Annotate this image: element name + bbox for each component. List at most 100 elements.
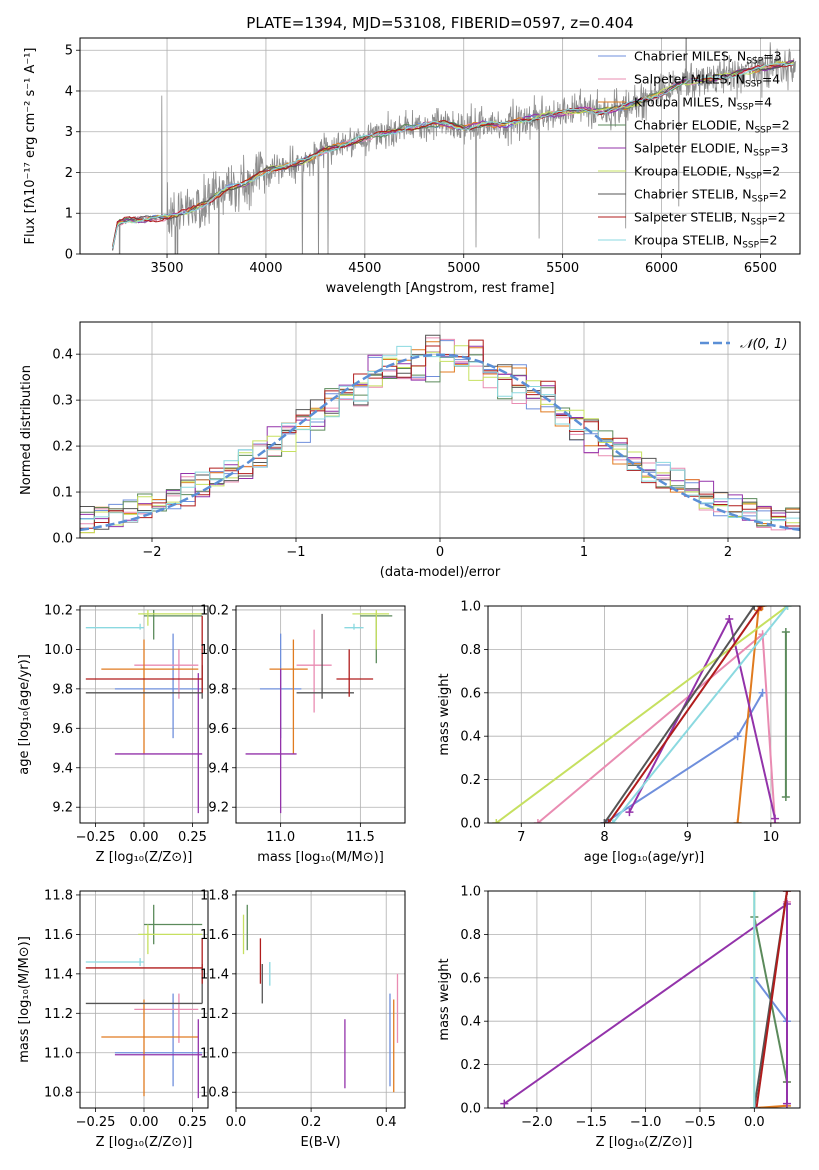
spectrum-xtick-label: 4500 [348,261,381,276]
age-vs-mass-ytick-label: 10.0 [200,643,229,658]
age-vs-mass-plot-area [245,609,393,814]
age-vs-mass-xtick-label: 11.5 [346,830,375,845]
weight-vs-age-series-line [603,606,756,823]
age-vs-mass-panel: 11.0 11.5 9.2 9.4 9.6 9.8 10.0 10.2 mass [log₁₀(… [200,603,406,865]
spectrum-xtick-label: 6000 [645,261,678,276]
weight-vs-age-xtick-label: 7 [517,830,525,845]
weight-vs-age-panel: 7 8 9 10 0.0 0.2 0.4 0.6 0.8 1.0 age [log₁₀(age/yr… [437,600,801,865]
weight-vs-z-xtick-label: −1.0 [630,1115,662,1130]
weight-vs-z-series-line [755,891,788,1108]
weight-vs-age-ytick-label: 1.0 [460,600,481,615]
mass-vs-z-ytick-label: 11.4 [44,967,73,982]
spectrum-xtick-label: 5000 [447,261,480,276]
spectrum-xtick-label: 5500 [546,261,579,276]
age-vs-z-panel: −0.25 0.00 0.25 9.2 9.4 9.6 9.8 10.0 10.2 Z [log₁… [17,603,209,865]
mass-vs-ebv-ytick-label: 11.4 [200,967,229,982]
weight-vs-age-plot-area [492,606,792,823]
mass-vs-z-xtick-label: 0.25 [178,1115,207,1130]
weight-vs-z-xtick-label: 0.0 [744,1115,765,1130]
weight-vs-age-ylabel: mass weight [437,673,452,755]
spectrum-legend-entry: Salpeter STELIB, NSSP=2 [634,210,786,228]
residuals-xtick-label: −1 [286,545,305,560]
mass-vs-ebv-ytick-label: 11.8 [200,888,229,903]
figure-title: PLATE=1394, MJD=53108, FIBERID=0597, z=0… [246,14,633,32]
residuals-ytick-label: 0.2 [52,440,73,455]
weight-vs-z-ytick-label: 0.0 [460,1102,481,1117]
mass-vs-z-xlabel: Z [log₁₀(Z/Z⊙)] [96,1135,193,1150]
weight-vs-age-point-marker [725,615,734,624]
age-vs-z-plot-area [85,609,203,814]
weight-vs-age-frame [487,605,801,824]
mass-vs-ebv-ytick-label: 11.6 [200,928,229,943]
age-vs-mass-ytick-label: 9.2 [208,801,229,816]
spectrum-panel: 3500 4000 4500 5000 5500 6000 6500 0 1 2 3 4 5 wavele… [23,37,801,296]
weight-vs-z-point-marker [752,1104,761,1108]
spectrum-ytick-label: 3 [65,125,73,140]
mass-vs-z-ytick-label: 11.6 [44,928,73,943]
weight-vs-z-ytick-label: 1.0 [460,885,481,900]
spectrum-ytick-label: 5 [65,44,73,59]
normal-legend-label: 𝒩(0, 1) [740,337,787,352]
age-vs-mass-xlabel: mass [log₁₀(M/M⊙)] [257,850,384,865]
spectrum-ylabel: Flux [fλ10⁻¹⁷ erg cm⁻² s⁻¹ A⁻¹] [23,48,38,245]
age-vs-z-ytick-label: 9.4 [52,761,73,776]
age-vs-z-ytick-label: 10.2 [44,603,73,618]
mass-vs-z-ytick-label: 11.2 [44,1007,73,1022]
mass-vs-z-ytick-label: 10.8 [44,1086,73,1101]
weight-vs-age-xtick-label: 9 [684,830,692,845]
residuals-ytick-label: 0.3 [52,394,73,409]
spectrum-legend-entry: Salpeter MILES, NSSP=4 [634,72,780,90]
residuals-ylabel: Normed distribution [19,365,34,495]
age-vs-mass-xtick-label: 11.0 [266,830,295,845]
mass-vs-ebv-frame [235,890,406,1109]
spectrum-legend-entry: Salpeter ELODIE, NSSP=3 [634,141,788,159]
weight-vs-age-point-marker [733,819,742,823]
mass-vs-ebv-xtick-label: 0.2 [301,1115,322,1130]
weight-vs-age-point-marker [756,606,765,610]
age-vs-z-ylabel: age [log₁₀(age/yr)] [17,654,32,775]
weight-vs-age-point-marker [781,628,790,637]
residuals-xtick-label: −2 [142,545,161,560]
spectrum-xtick-label: 4000 [249,261,282,276]
mass-vs-ebv-xlabel: E(B-V) [300,1135,340,1150]
spectrum-xlabel: wavelength [Angstrom, rest frame] [326,281,555,296]
age-vs-mass-ytick-label: 9.8 [208,682,229,697]
spectrum-ytick-label: 2 [65,166,73,181]
mass-vs-ebv-xtick-label: 0.0 [226,1115,247,1130]
mass-vs-z-xtick-label: −0.25 [76,1115,116,1130]
weight-vs-z-point-marker [500,1099,509,1108]
residuals-plot-area [80,334,800,534]
weight-vs-z-plot-area [500,891,791,1108]
residual-histogram-line [80,345,800,523]
weight-vs-age-xtick-label: 8 [600,830,608,845]
spectrum-model-line [112,63,795,248]
age-vs-z-ytick-label: 10.0 [44,643,73,658]
weight-vs-z-xtick-label: −1.5 [575,1115,607,1130]
weight-vs-age-point-marker [758,606,767,610]
weight-vs-z-ylabel: mass weight [437,958,452,1040]
mass-vs-ebv-panel: 0.0 0.2 0.4 10.8 11.0 11.2 11.4 11.6 11.8 E(B-V) [200,888,406,1150]
residual-histogram-line [80,354,800,518]
mass-vs-z-ytick-label: 11.0 [44,1046,73,1061]
spectrum-legend-entry: Chabrier ELODIE, NSSP=2 [634,118,790,136]
weight-vs-age-series-line [607,606,762,823]
age-vs-z-ytick-label: 9.8 [52,682,73,697]
spectrum-legend: Chabrier MILES, NSSP=3 Salpeter MILES, NS… [598,49,790,251]
residuals-xtick-label: 1 [580,545,588,560]
mass-vs-ebv-plot-area [242,904,399,1093]
age-vs-z-xtick-label: 0.00 [130,830,159,845]
weight-vs-age-point-marker [608,819,617,823]
spectrum-ytick-label: 1 [65,207,73,222]
weight-vs-z-point-marker [782,891,791,895]
spectrum-xtick-label: 3500 [150,261,183,276]
residuals-panel: −2 −1 0 1 2 0.0 0.1 0.2 0.3 0.4 (data-model)/error… [19,321,801,580]
residuals-ytick-label: 0.1 [52,486,73,501]
weight-vs-z-point-marker [750,891,759,895]
weight-vs-age-ytick-label: 0.0 [460,817,481,832]
weight-vs-z-ytick-label: 0.6 [460,971,481,986]
age-vs-z-xtick-label: −0.25 [76,830,116,845]
spectrum-model-line [112,62,795,249]
mass-vs-z-ytick-label: 11.8 [44,888,73,903]
